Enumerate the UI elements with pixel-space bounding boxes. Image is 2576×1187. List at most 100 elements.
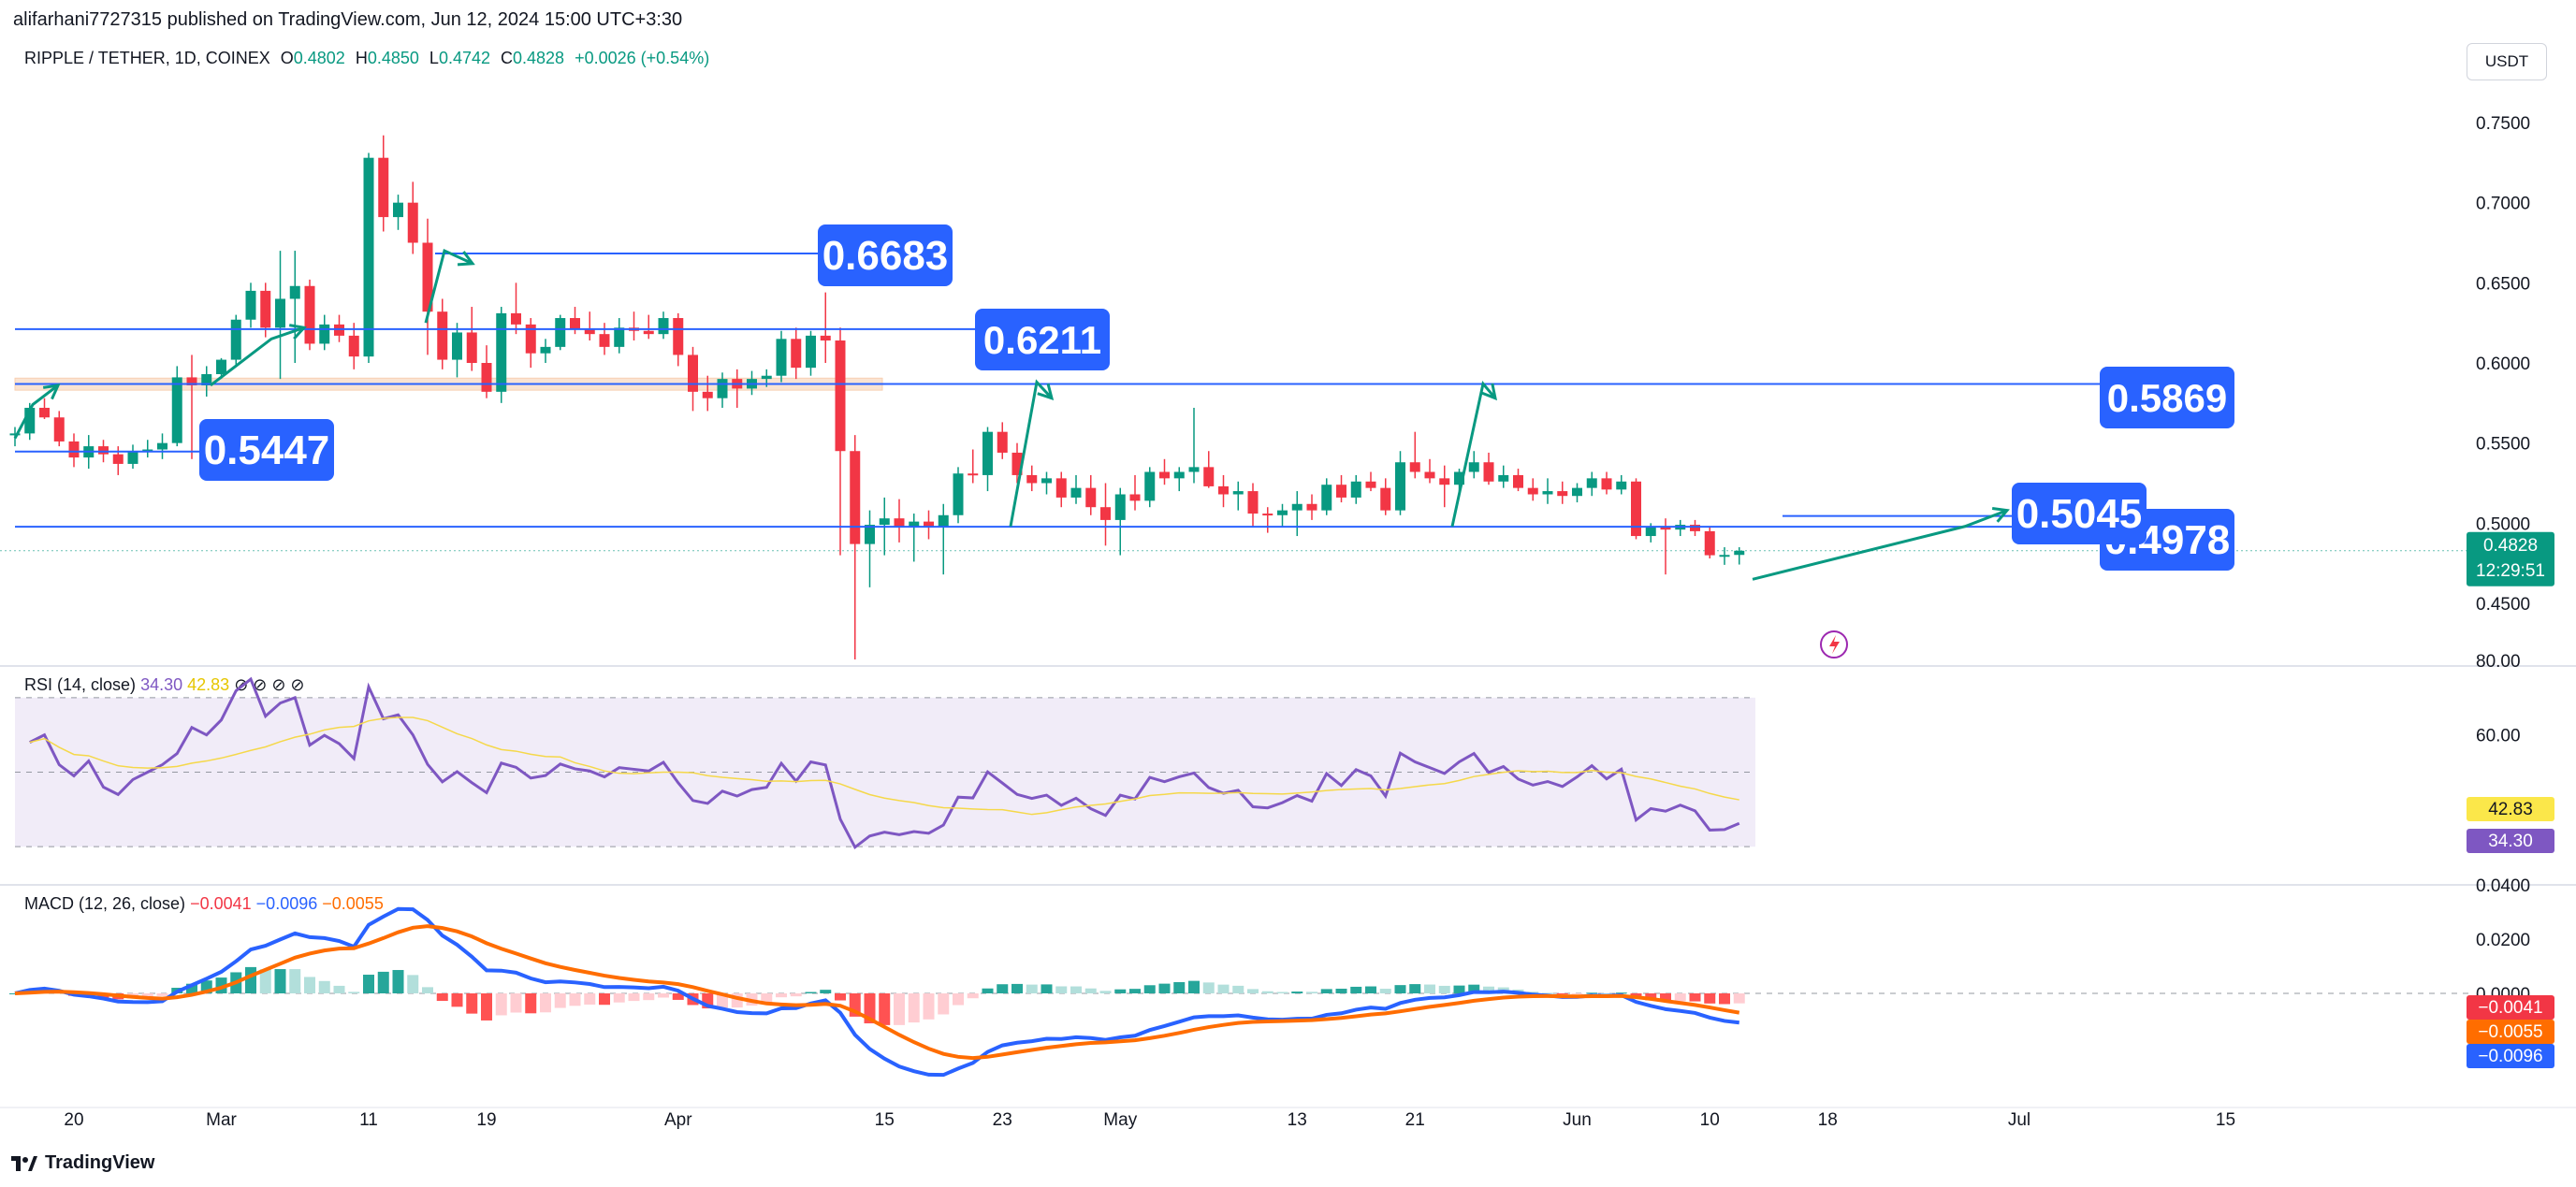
price-axis-tick: 0.4500 (2476, 595, 2530, 615)
macd-hist-badge-value: −0.0041 (2478, 998, 2542, 1018)
macd-histogram-bar (1394, 985, 1406, 993)
candle-body (127, 451, 138, 464)
currency-button[interactable]: USDT (2467, 43, 2547, 80)
candle-body (407, 202, 418, 243)
candle-body (186, 377, 197, 385)
candle-body (348, 335, 359, 357)
symbol-name[interactable]: RIPPLE / TETHER, 1D, COINEX (24, 49, 270, 67)
candle-body (1409, 462, 1420, 472)
macd-histogram-bar (1247, 989, 1259, 993)
price-axis-tick: 0.7500 (2476, 114, 2530, 134)
macd-histogram-bar (1689, 993, 1701, 1002)
macd-histogram-bar (1350, 986, 1362, 993)
candles-layer (9, 135, 1745, 659)
tradingview-logo-icon (11, 1155, 37, 1171)
signal-line (14, 924, 1740, 1061)
macd-histogram-bar (245, 966, 256, 993)
rsi-legend[interactable]: RSI (14, close) 34.30 42.83 ⊘ ⊘ ⊘ ⊘ (24, 675, 305, 695)
candle-body (1601, 478, 1612, 490)
candle-body (938, 514, 949, 527)
candle-body (1277, 510, 1288, 515)
macd-histogram-bar (776, 993, 787, 998)
macd-histogram-bar (1158, 983, 1171, 993)
macd-histogram-bar (1704, 993, 1716, 1004)
macd-histogram-bar (525, 993, 537, 1014)
macd-axis-tick: 0.0400 (2476, 876, 2530, 896)
macd-value-legend: −0.0096 (255, 894, 318, 913)
macd-histogram-bar (481, 993, 492, 1021)
candle-body (820, 335, 831, 341)
candle-body (1557, 491, 1568, 497)
macd-histogram-bar (1571, 993, 1583, 994)
candle-body (1513, 474, 1523, 488)
rsi-value-legend: 34.30 (140, 675, 183, 694)
candle-body (1100, 507, 1111, 520)
time-axis-tick: May (1103, 1110, 1137, 1130)
label-6211: 0.6211 (983, 318, 1101, 362)
label-5869: 0.5869 (2107, 376, 2227, 420)
macd-histogram-bar (1615, 992, 1627, 994)
candle-body (850, 451, 861, 544)
time-axis-tick: 15 (2216, 1110, 2235, 1130)
macd-histogram-bar (1055, 986, 1068, 993)
macd-histogram-bar (466, 993, 478, 1014)
candle-body (1218, 485, 1229, 495)
alert-bolt (1829, 635, 1840, 654)
time-axis-tick: 20 (64, 1110, 83, 1130)
symbol-info: RIPPLE / TETHER, 1D, COINEX O0.4802 H0.4… (24, 49, 715, 68)
macd-histogram-bar (540, 993, 551, 1013)
time-axis-tick: 13 (1288, 1110, 1307, 1130)
pane-backgrounds (0, 665, 2576, 1108)
macd-histogram-bar (1483, 986, 1494, 993)
macd-histogram-bar (1202, 982, 1215, 993)
candle-body (1114, 494, 1126, 520)
macd-histogram-bar (1409, 984, 1421, 993)
macd-histogram-bar (761, 993, 773, 1004)
macd-histogram-bar (1188, 980, 1200, 993)
price-axis-tick: 0.5500 (2476, 435, 2530, 455)
macd-histogram-bar (318, 980, 330, 993)
candle-body (466, 332, 477, 363)
candle-body (776, 339, 787, 376)
candle-body (24, 407, 36, 434)
axes-layer: 0.7500 0.7000 0.6500 0.6000 0.5500 0.5000 0.45… (64, 114, 2554, 1130)
macd-histogram-bar (1084, 988, 1097, 993)
candle-body (570, 318, 580, 330)
candle-body (511, 312, 521, 325)
price-axis-tick: 0.7000 (2476, 195, 2530, 214)
candle-body (1070, 487, 1082, 498)
macd-signal-legend: −0.0055 (322, 894, 384, 913)
candle-body (614, 327, 625, 347)
macd-histogram-bar (1542, 992, 1553, 994)
macd-histogram-bar (1438, 985, 1450, 993)
tradingview-brand[interactable]: TradingView (11, 1152, 154, 1174)
candle-body (1586, 478, 1597, 488)
rsi-axis-tick: 80.00 (2476, 652, 2521, 672)
candle-body (1188, 467, 1200, 472)
macd-histogram-bar (790, 993, 802, 997)
candle-body (1690, 525, 1700, 531)
price-axis-tick: 0.6000 (2476, 355, 2530, 374)
macd-histogram-bar (1601, 992, 1612, 994)
macd-legend[interactable]: MACD (12, 26, close) −0.0041 −0.0096 −0.… (24, 894, 384, 914)
macd-histogram-bar (1733, 993, 1745, 1004)
candle-body (171, 377, 182, 443)
macd-histogram-bar (554, 993, 566, 1008)
candle-body (1498, 474, 1509, 482)
candle-body (304, 285, 315, 344)
candle-body (1085, 487, 1097, 508)
time-axis-tick: 23 (993, 1110, 1012, 1130)
macd-histogram-bar (997, 984, 1009, 993)
macd-histogram-bar (141, 993, 153, 998)
label-6683: 0.6683 (822, 233, 949, 279)
candle-body (1026, 474, 1038, 484)
candle-body (422, 242, 433, 312)
rsi-badge (2467, 829, 2554, 853)
macd-title: MACD (12, 26, close) (24, 894, 186, 913)
macd-histogram-bar (1129, 989, 1141, 993)
arrow-feb (13, 384, 59, 440)
candle-body (216, 359, 226, 374)
candle-body (142, 449, 153, 452)
